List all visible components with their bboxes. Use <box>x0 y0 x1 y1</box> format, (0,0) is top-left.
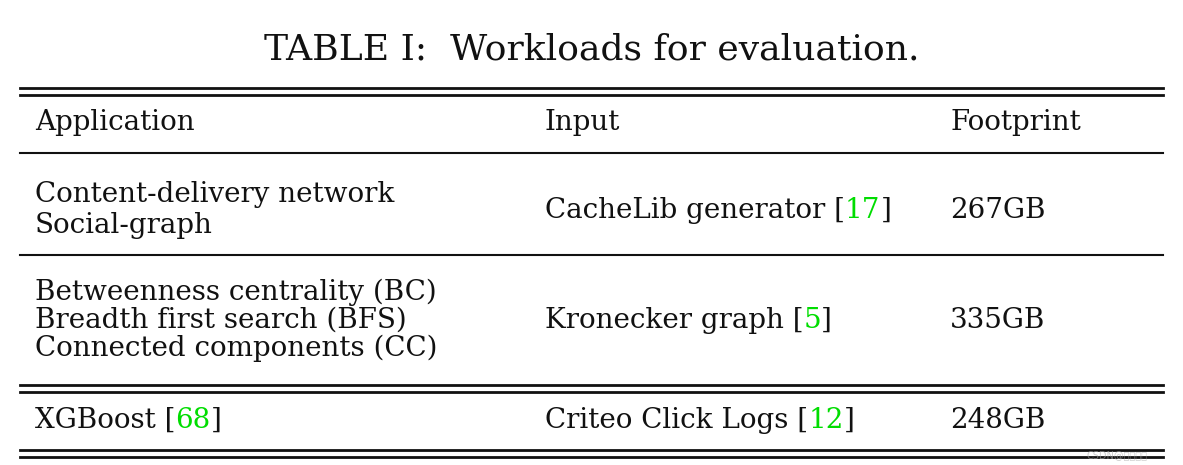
Text: 12: 12 <box>808 406 843 433</box>
Text: Social-graph: Social-graph <box>35 212 213 239</box>
Text: 335GB: 335GB <box>950 306 1046 333</box>
Text: CSDN@小记忆小: CSDN@小记忆小 <box>1086 450 1148 460</box>
Text: ]: ] <box>821 306 832 333</box>
Text: XGBoost [: XGBoost [ <box>35 406 175 433</box>
Text: 248GB: 248GB <box>950 406 1046 433</box>
Text: 267GB: 267GB <box>950 197 1046 224</box>
Text: ]: ] <box>880 197 891 224</box>
Text: Criteo Click Logs [: Criteo Click Logs [ <box>545 406 808 433</box>
Text: CacheLib generator [: CacheLib generator [ <box>545 197 845 224</box>
Text: Application: Application <box>35 108 195 135</box>
Text: Content-delivery network: Content-delivery network <box>35 181 394 208</box>
Text: Betweenness centrality (BC): Betweenness centrality (BC) <box>35 279 437 306</box>
Text: 5: 5 <box>803 306 821 333</box>
Text: ]: ] <box>843 406 854 433</box>
Text: Input: Input <box>545 108 620 135</box>
Text: Breadth first search (BFS): Breadth first search (BFS) <box>35 306 407 333</box>
Text: TABLE I:  Workloads for evaluation.: TABLE I: Workloads for evaluation. <box>264 32 919 66</box>
Text: Footprint: Footprint <box>950 108 1081 135</box>
Text: Kronecker graph [: Kronecker graph [ <box>545 306 803 333</box>
Text: Connected components (CC): Connected components (CC) <box>35 334 438 362</box>
Text: 17: 17 <box>845 197 880 224</box>
Text: 68: 68 <box>175 406 211 433</box>
Text: ]: ] <box>211 406 221 433</box>
